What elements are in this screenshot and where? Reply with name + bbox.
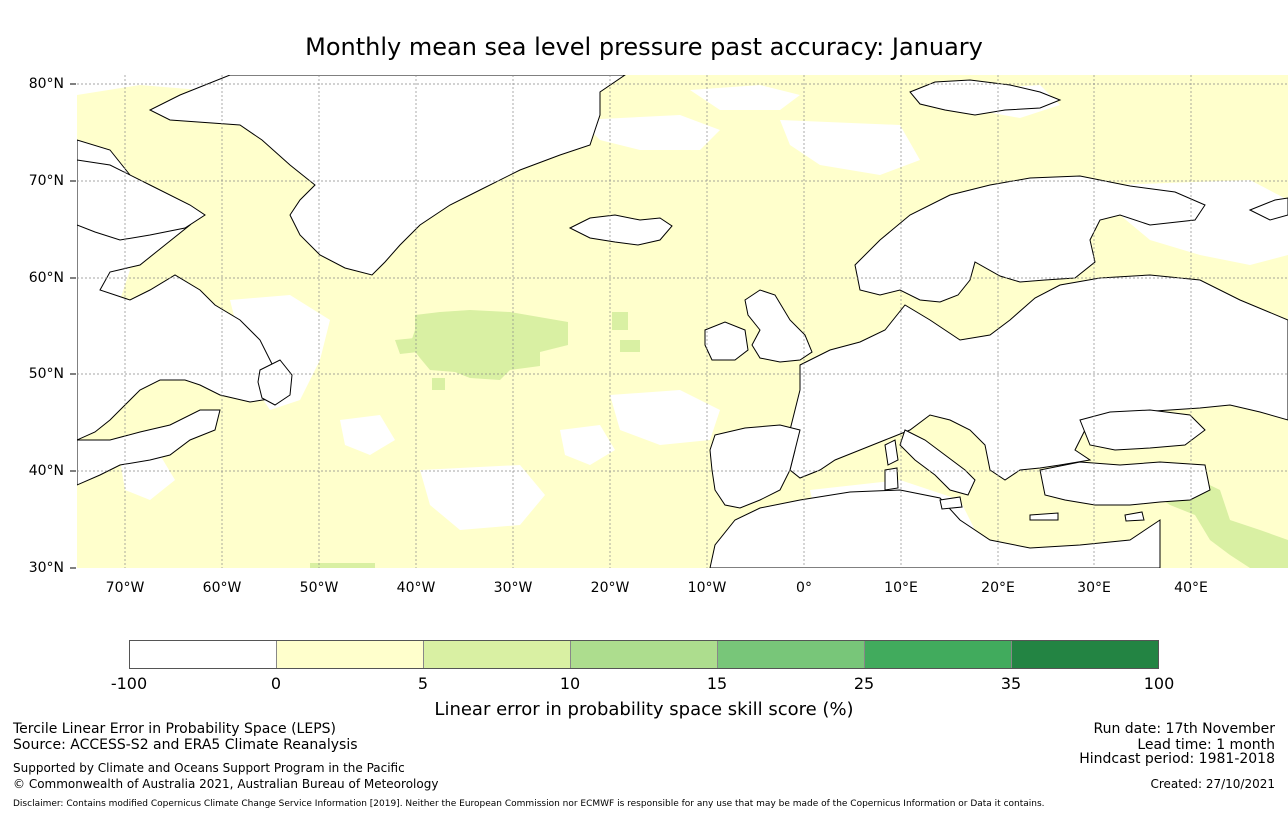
footer-lead-time: Lead time: 1 month	[1137, 737, 1275, 753]
lat-label-80n: 80°N	[28, 76, 64, 92]
lon-label-40w: 40°W	[396, 580, 436, 596]
lat-label-40n: 40°N	[28, 463, 64, 479]
colorbar-tick: -100	[110, 674, 148, 693]
footer-disclaimer: Disclaimer: Contains modified Copernicus…	[13, 799, 1045, 809]
colorbar-tick: 10	[559, 674, 581, 693]
axis-ticks	[70, 83, 76, 569]
footer-method: Tercile Linear Error in Probability Spac…	[13, 721, 336, 737]
lat-label-70n: 70°N	[28, 173, 64, 189]
graticule	[77, 75, 1288, 568]
lon-label-30e: 30°E	[1077, 580, 1111, 596]
colorbar-tick: 15	[706, 674, 728, 693]
footer-hindcast-period: Hindcast period: 1981-2018	[1079, 751, 1275, 767]
colorbar	[129, 640, 1159, 669]
lon-label-50w: 50°W	[299, 580, 339, 596]
colorbar-tick: 35	[1000, 674, 1022, 693]
footer-copyright: © Commonwealth of Australia 2021, Austra…	[13, 777, 439, 791]
lon-label-10w: 10°W	[687, 580, 727, 596]
lat-label-30n: 30°N	[28, 560, 64, 576]
lat-label-50n: 50°N	[28, 366, 64, 382]
colorbar-cell-4	[718, 641, 865, 668]
colorbar-tick: 25	[853, 674, 875, 693]
colorbar-tick: 5	[417, 674, 429, 693]
lon-label-60w: 60°W	[202, 580, 242, 596]
colorbar-cell-5	[865, 641, 1012, 668]
footer-run-date: Run date: 17th November	[1093, 721, 1276, 737]
lon-label-40e: 40°E	[1174, 580, 1208, 596]
lon-label-70w: 70°W	[105, 580, 145, 596]
colorbar-cell-0	[130, 641, 277, 668]
land-masses	[77, 75, 1288, 568]
lon-label-20w: 20°W	[590, 580, 630, 596]
colorbar-label: Linear error in probability space skill …	[434, 699, 854, 720]
footer-created-date: Created: 27/10/2021	[1150, 777, 1275, 791]
page-title: Monthly mean sea level pressure past acc…	[305, 33, 983, 61]
colorbar-tick: 0	[270, 674, 282, 693]
colorbar-cell-2	[424, 641, 571, 668]
lon-label-0: 0°	[796, 580, 812, 596]
lon-label-10e: 10°E	[884, 580, 918, 596]
colorbar-cell-6	[1012, 641, 1158, 668]
colorbar-tick: 100	[1143, 674, 1175, 693]
colorbar-cell-1	[277, 641, 424, 668]
lat-label-60n: 60°N	[28, 270, 64, 286]
footer-support: Supported by Climate and Oceans Support …	[13, 761, 405, 775]
lon-label-20e: 20°E	[981, 580, 1015, 596]
lon-label-30w: 30°W	[493, 580, 533, 596]
colorbar-cell-3	[571, 641, 718, 668]
footer-source: Source: ACCESS-S2 and ERA5 Climate Reana…	[13, 737, 358, 753]
